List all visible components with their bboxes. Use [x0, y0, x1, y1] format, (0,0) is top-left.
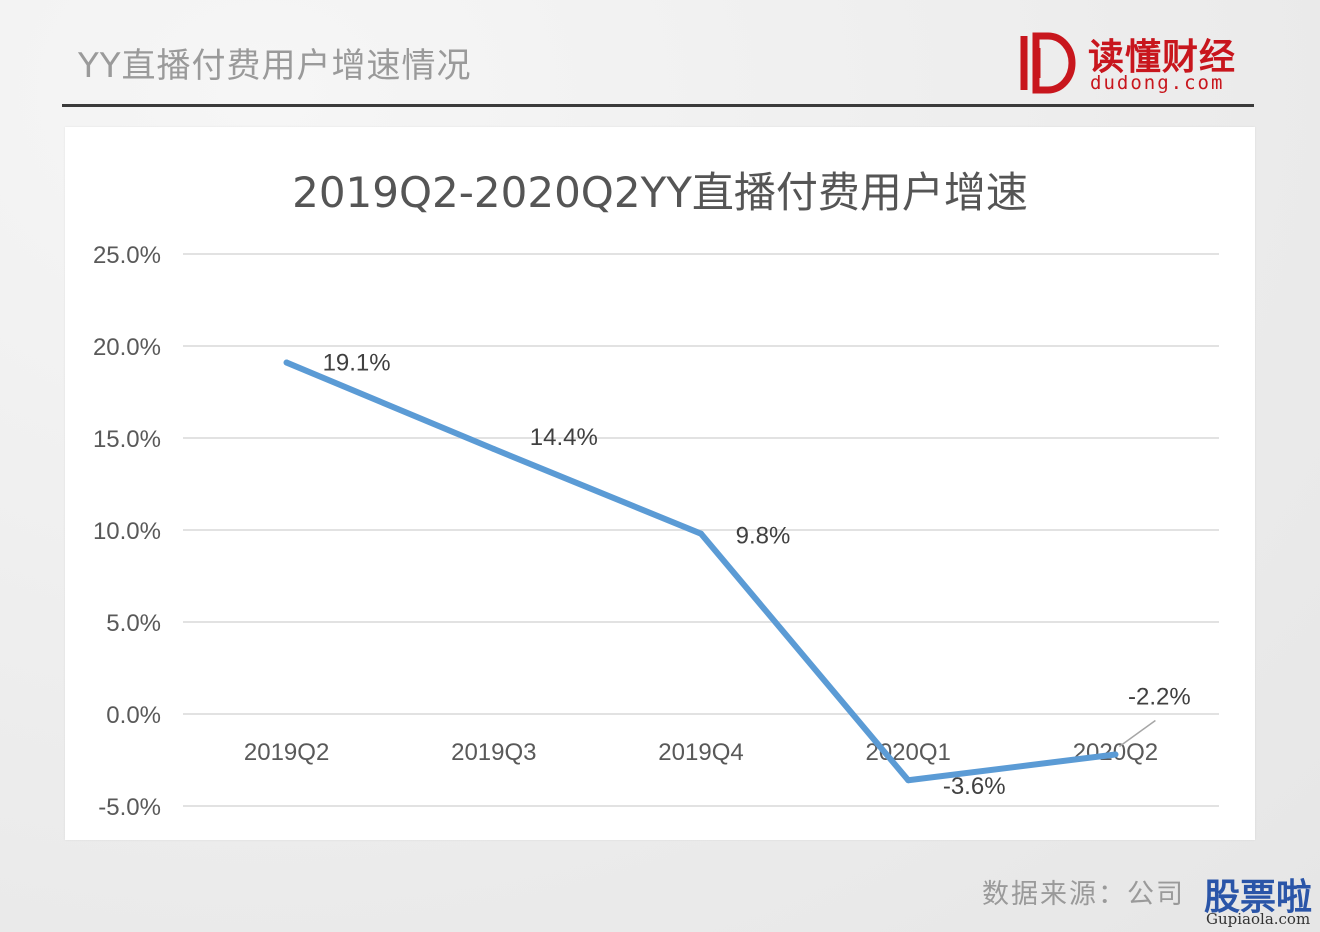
- data-label: 19.1%: [323, 350, 391, 377]
- y-tick-label: 20.0%: [93, 334, 161, 361]
- x-tick-label: 2019Q4: [658, 739, 743, 766]
- brand-logo: 读懂财经 dudong.com: [1018, 28, 1254, 98]
- brand-url: dudong.com: [1090, 72, 1225, 94]
- data-label: 14.4%: [530, 424, 598, 451]
- data-label: -2.2%: [1128, 683, 1191, 710]
- watermark-url: Gupiaola.com: [1206, 910, 1311, 928]
- source-note: 数据来源：公司: [982, 879, 1185, 910]
- y-tick-label: -5.0%: [98, 794, 161, 821]
- data-label-leader: [1118, 719, 1156, 748]
- page-title: YY直播付费用户增速情况: [78, 46, 472, 86]
- data-point: [490, 446, 497, 453]
- data-point: [698, 530, 704, 537]
- data-point: [905, 777, 912, 784]
- brand-logo-icon: [1020, 32, 1076, 94]
- y-tick-label: 10.0%: [93, 518, 161, 545]
- y-tick-label: 5.0%: [106, 610, 161, 637]
- chart-card: 2019Q2-2020Q2YY直播付费用户增速 25.0% 20.0% 15.0% 1…: [65, 127, 1255, 840]
- brand-name: 读懂财经: [1088, 37, 1237, 78]
- data-point: [283, 359, 290, 366]
- watermark: 股票啦 Gupiaola.com: [1198, 866, 1320, 932]
- watermark-text: 股票啦: [1204, 877, 1313, 918]
- data-label: -3.6%: [943, 773, 1006, 800]
- data-point: [1112, 751, 1119, 758]
- y-tick-label: 0.0%: [106, 702, 161, 729]
- header-divider: [62, 104, 1254, 107]
- data-label: 9.8%: [736, 523, 791, 550]
- line-chart: 25.0% 20.0% 15.0% 10.0% 5.0% 0.0% -5.0% 2019Q2 2…: [93, 242, 1219, 821]
- y-tick-label: 25.0%: [93, 242, 161, 269]
- series-line: [283, 359, 1119, 784]
- x-tick-label: 2019Q2: [244, 739, 329, 766]
- chart-title: 2019Q2-2020Q2YY直播付费用户增速: [292, 168, 1028, 217]
- x-tick-label: 2019Q3: [451, 739, 536, 766]
- y-tick-label: 15.0%: [93, 426, 161, 453]
